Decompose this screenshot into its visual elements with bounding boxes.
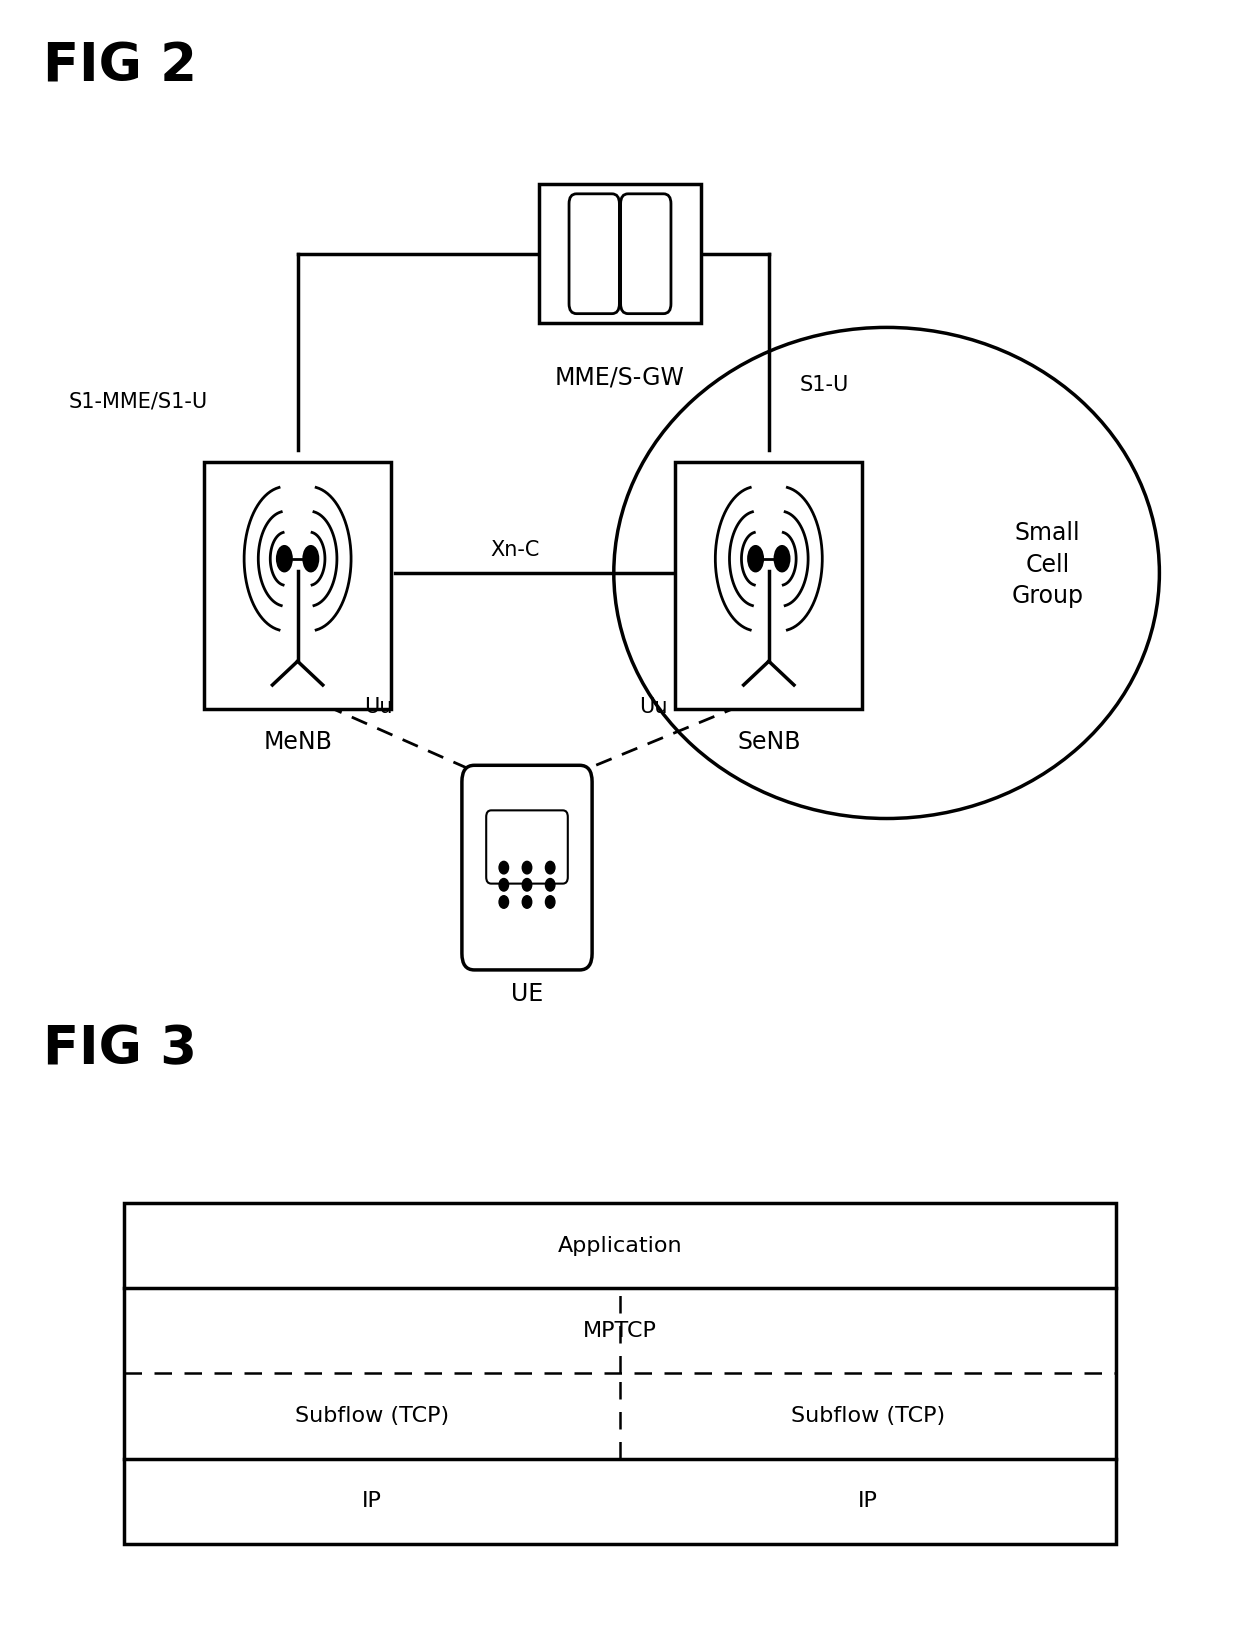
Circle shape <box>546 895 556 909</box>
FancyBboxPatch shape <box>569 193 620 314</box>
Ellipse shape <box>278 547 291 571</box>
Bar <box>124 1203 1116 1544</box>
Text: Uu: Uu <box>365 697 392 717</box>
Bar <box>205 462 391 709</box>
FancyBboxPatch shape <box>621 193 671 314</box>
Circle shape <box>498 879 508 891</box>
Text: MPTCP: MPTCP <box>583 1321 657 1341</box>
Text: S1-MME/S1-U: S1-MME/S1-U <box>68 391 207 411</box>
Circle shape <box>498 895 508 909</box>
Text: SeNB: SeNB <box>737 730 801 753</box>
Bar <box>539 185 701 324</box>
Circle shape <box>546 879 556 891</box>
Text: FIG 2: FIG 2 <box>43 41 197 93</box>
Circle shape <box>498 861 508 874</box>
Text: FIG 3: FIG 3 <box>43 1023 197 1076</box>
Text: UE: UE <box>511 982 543 1007</box>
Ellipse shape <box>304 547 317 571</box>
FancyBboxPatch shape <box>486 810 568 884</box>
Bar <box>676 462 862 709</box>
Ellipse shape <box>775 547 789 571</box>
Text: IP: IP <box>858 1491 878 1511</box>
Text: Subflow (TCP): Subflow (TCP) <box>295 1406 449 1426</box>
Text: Xn-C: Xn-C <box>490 540 539 560</box>
Ellipse shape <box>749 547 763 571</box>
Circle shape <box>546 861 556 874</box>
Circle shape <box>522 861 532 874</box>
Circle shape <box>522 895 532 909</box>
Text: MeNB: MeNB <box>263 730 332 753</box>
FancyBboxPatch shape <box>461 766 593 969</box>
Text: Small
Cell
Group: Small Cell Group <box>1012 521 1084 609</box>
Text: S1-U: S1-U <box>800 375 849 395</box>
Text: MME/S-GW: MME/S-GW <box>556 365 684 390</box>
Text: Application: Application <box>558 1236 682 1256</box>
Circle shape <box>522 879 532 891</box>
Text: Uu: Uu <box>640 697 667 717</box>
Text: IP: IP <box>362 1491 382 1511</box>
Text: Subflow (TCP): Subflow (TCP) <box>791 1406 945 1426</box>
